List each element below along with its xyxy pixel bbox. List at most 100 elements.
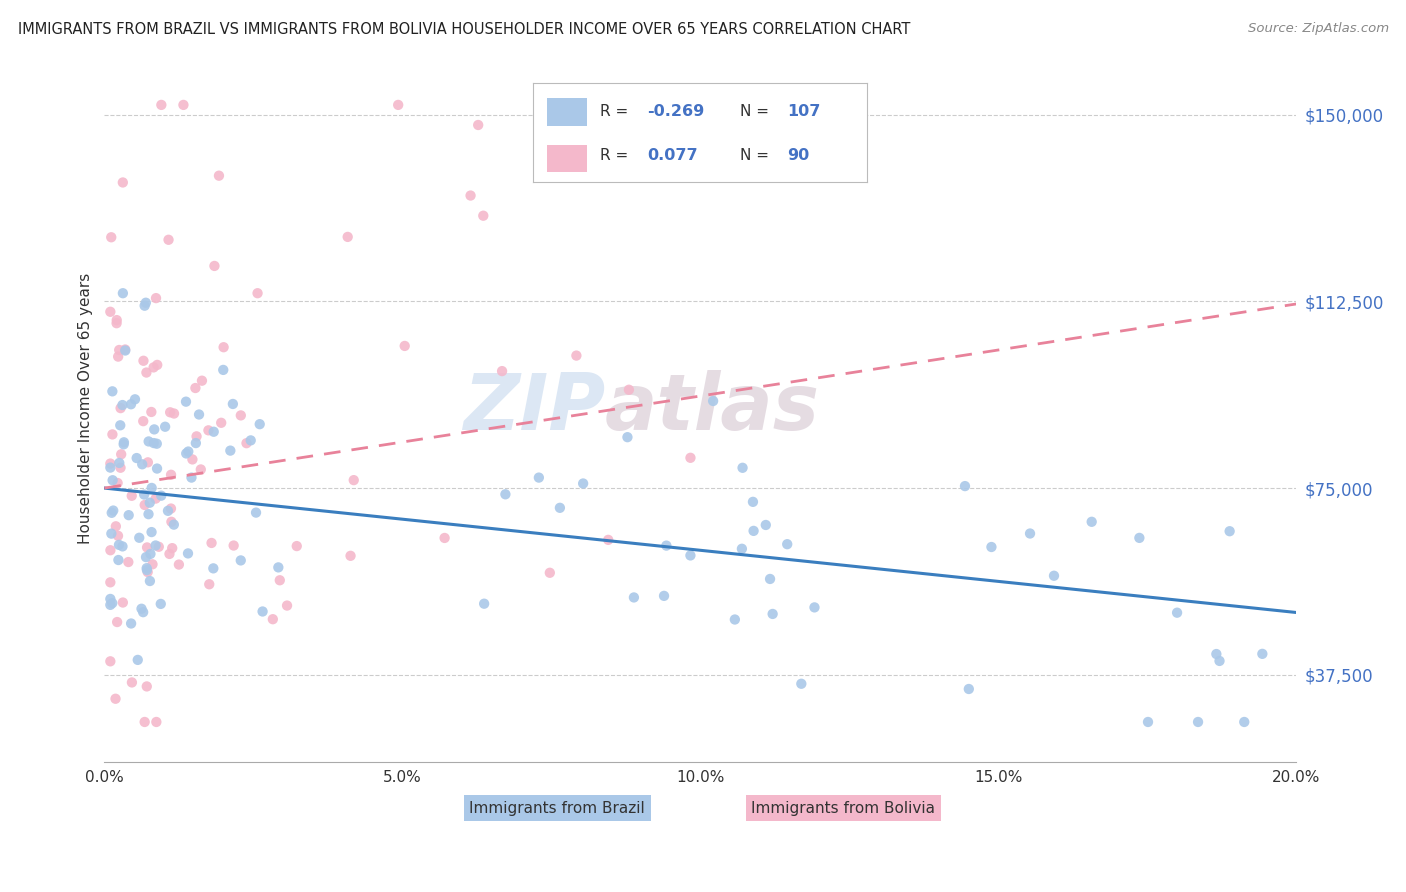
Point: [111, 286, 134, 301]
Point: [134, 299, 156, 313]
Point: [98, 575, 121, 590]
Point: [107, 553, 129, 567]
Point: [202, 561, 225, 575]
Point: [177, 546, 200, 560]
Point: [198, 577, 221, 591]
Point: [163, 517, 186, 532]
Point: [269, 574, 291, 588]
Point: [186, 429, 208, 443]
Point: [111, 176, 134, 190]
Point: [1251, 647, 1274, 661]
Point: [136, 541, 159, 555]
Point: [208, 169, 231, 183]
Point: [100, 543, 122, 558]
Point: [163, 407, 186, 421]
Text: Immigrants from Bolivia: Immigrants from Bolivia: [751, 801, 935, 815]
Point: [679, 549, 702, 563]
Point: [135, 680, 157, 694]
Point: [138, 434, 160, 449]
Point: [200, 536, 222, 550]
Point: [167, 558, 190, 572]
Point: [755, 518, 778, 533]
Point: [212, 340, 235, 354]
Point: [150, 489, 173, 503]
Point: [141, 558, 163, 572]
Point: [759, 572, 782, 586]
Point: [141, 481, 163, 495]
Point: [1137, 714, 1160, 729]
Point: [661, 125, 683, 139]
Point: [742, 524, 765, 538]
Point: [394, 339, 416, 353]
Point: [229, 409, 252, 423]
Point: [98, 457, 121, 471]
Point: [202, 425, 225, 439]
Point: [135, 366, 157, 380]
Point: [134, 714, 156, 729]
Point: [124, 392, 146, 407]
Point: [1219, 524, 1241, 539]
Point: [117, 555, 139, 569]
Point: [105, 615, 128, 629]
Point: [239, 434, 262, 448]
Point: [101, 427, 124, 442]
Point: [1019, 526, 1042, 541]
Point: [98, 654, 121, 668]
Point: [803, 600, 825, 615]
Point: [679, 450, 702, 465]
Point: [148, 540, 170, 554]
Point: [110, 460, 132, 475]
Point: [150, 98, 173, 112]
Point: [188, 408, 211, 422]
Point: [111, 540, 134, 554]
Point: [339, 549, 361, 563]
Point: [120, 616, 142, 631]
Point: [209, 416, 232, 430]
Point: [105, 316, 128, 330]
Point: [160, 515, 183, 529]
Point: [387, 98, 409, 112]
Point: [98, 598, 121, 612]
Point: [212, 363, 235, 377]
Point: [174, 394, 197, 409]
Point: [1043, 568, 1066, 582]
Point: [98, 460, 121, 475]
Point: [138, 507, 160, 521]
Point: [145, 714, 167, 729]
Point: [128, 531, 150, 545]
Point: [111, 595, 134, 609]
Point: [460, 188, 482, 202]
Point: [136, 565, 159, 579]
Point: [491, 364, 513, 378]
Point: [548, 500, 571, 515]
Point: [136, 563, 159, 577]
Point: [494, 487, 516, 501]
Point: [252, 605, 274, 619]
Point: [141, 405, 163, 419]
Point: [953, 479, 976, 493]
Point: [141, 525, 163, 540]
Point: [538, 566, 561, 580]
Point: [105, 313, 128, 327]
Text: IMMIGRANTS FROM BRAZIL VS IMMIGRANTS FROM BOLIVIA HOUSEHOLDER INCOME OVER 65 YEA: IMMIGRANTS FROM BRAZIL VS IMMIGRANTS FRO…: [18, 22, 911, 37]
Point: [160, 541, 183, 556]
Point: [467, 118, 489, 132]
Point: [433, 531, 456, 545]
Point: [131, 601, 153, 615]
Point: [472, 209, 495, 223]
Point: [143, 422, 166, 436]
Point: [131, 458, 153, 472]
Point: [142, 360, 165, 375]
Point: [159, 405, 181, 419]
Point: [139, 547, 162, 561]
Point: [190, 462, 212, 476]
Point: [472, 597, 495, 611]
Point: [145, 539, 167, 553]
Point: [157, 233, 180, 247]
Point: [572, 476, 595, 491]
Point: [135, 295, 157, 310]
Point: [267, 560, 290, 574]
Text: Immigrants from Brazil: Immigrants from Brazil: [470, 801, 645, 815]
Point: [139, 496, 162, 510]
Point: [134, 487, 156, 501]
